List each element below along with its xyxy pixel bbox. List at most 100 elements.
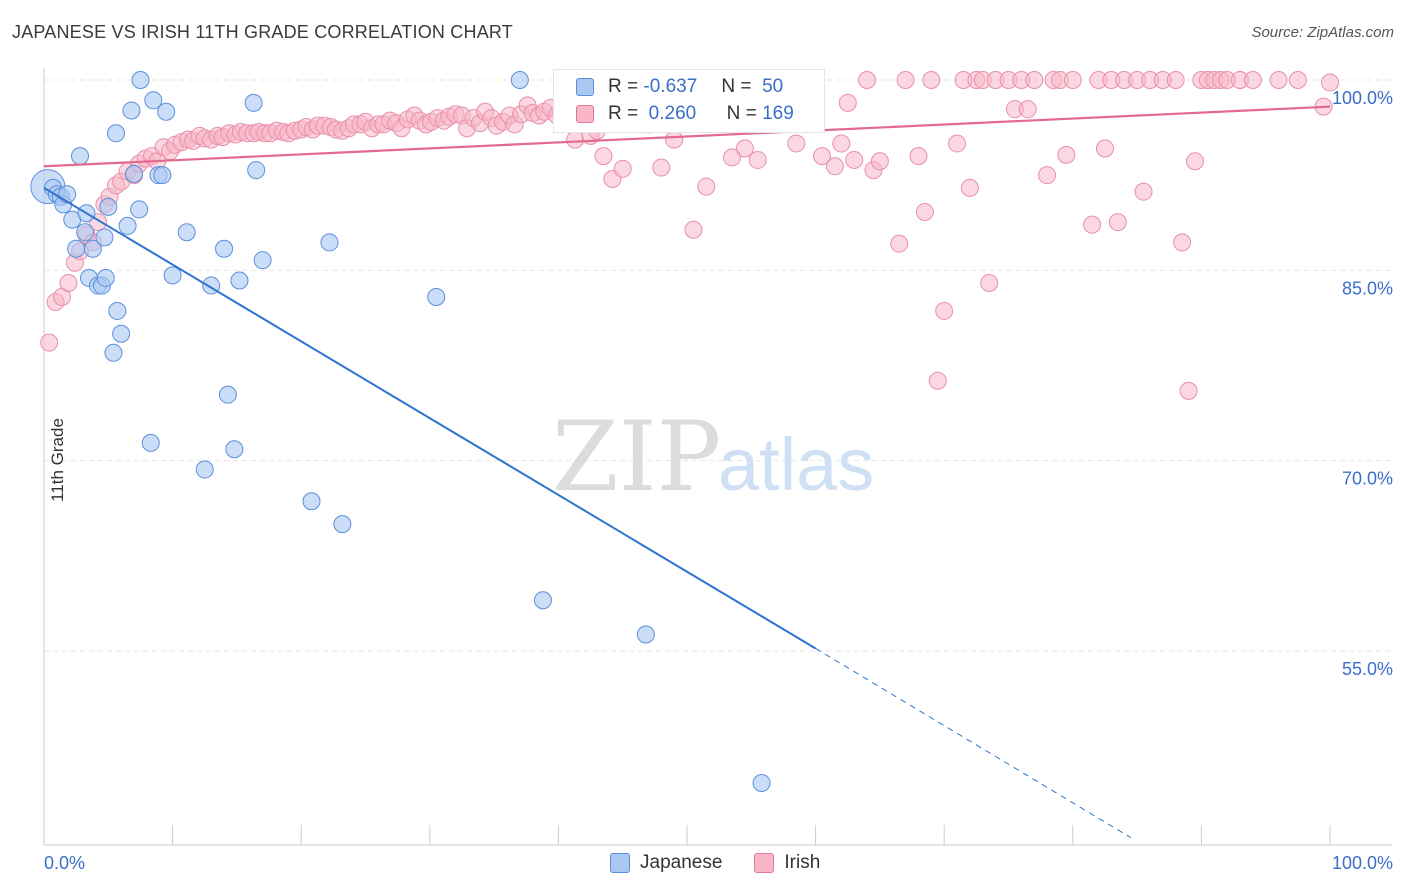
japanese-point xyxy=(215,239,234,258)
japanese-point xyxy=(125,164,144,183)
irish-point xyxy=(832,134,851,153)
japanese-swatch xyxy=(576,78,594,96)
irish-point xyxy=(40,333,59,352)
irish-point xyxy=(723,148,742,167)
japanese-point xyxy=(163,266,182,285)
japanese-trendline xyxy=(43,186,817,650)
irish-point xyxy=(1025,71,1044,89)
japanese-point xyxy=(99,197,118,216)
irish-point xyxy=(870,152,889,171)
tick-labels: 55.0% 70.0% 85.0% 100.0% 0.0% 100.0% xyxy=(44,88,1393,873)
legend-n-label: N = xyxy=(721,76,752,97)
japanese-point xyxy=(320,233,339,252)
irish-point xyxy=(748,150,767,169)
legend-n-label: N = xyxy=(726,103,757,124)
irish-point xyxy=(1321,73,1339,92)
source-note: Source: ZipAtlas.com xyxy=(1251,24,1394,41)
irish-point xyxy=(1134,182,1153,201)
y-tick-label: 70.0% xyxy=(1342,469,1393,489)
watermark-atlas: atlas xyxy=(718,423,874,506)
irish-point xyxy=(1018,100,1037,119)
japanese-point xyxy=(302,492,321,511)
japanese-point xyxy=(195,460,214,479)
japanese-point xyxy=(157,102,176,121)
japanese-point xyxy=(177,223,196,242)
japanese-point xyxy=(244,93,263,112)
japanese-point xyxy=(752,773,771,792)
japanese-series xyxy=(30,71,771,792)
irish-swatch xyxy=(576,105,594,123)
irish-point xyxy=(896,71,915,89)
legend-row-irish: R = 0.260 N = 169 xyxy=(576,102,794,126)
irish-point xyxy=(1038,166,1057,185)
y-tick-label: 85.0% xyxy=(1342,278,1393,298)
japanese-point xyxy=(427,287,446,306)
japanese-point xyxy=(67,239,86,258)
irish-point xyxy=(1108,213,1127,232)
x-tick-label: 0.0% xyxy=(44,853,85,873)
japanese-point xyxy=(130,200,149,219)
japanese-point xyxy=(104,343,123,362)
irish-point xyxy=(858,71,877,89)
irish-point xyxy=(1288,71,1307,89)
irish-point xyxy=(1269,71,1288,89)
irish-point xyxy=(928,371,947,390)
irish-point xyxy=(787,134,806,153)
japanese-point xyxy=(96,268,115,287)
japanese-legend-swatch xyxy=(610,853,630,873)
y-tick-label: 55.0% xyxy=(1342,659,1393,679)
irish-point xyxy=(684,220,703,239)
chart-title: JAPANESE VS IRISH 11TH GRADE CORRELATION… xyxy=(12,22,513,42)
irish-point xyxy=(1179,381,1198,400)
japanese-point xyxy=(58,185,77,204)
japanese-point xyxy=(122,101,141,120)
irish-trendline xyxy=(43,105,1331,168)
y-axis-label: 11th Grade xyxy=(47,418,67,502)
irish-legend-label: Irish xyxy=(784,852,821,873)
irish-point xyxy=(935,301,954,320)
irish-r-value: 0.260 xyxy=(648,103,697,124)
japanese-point xyxy=(247,161,266,180)
irish-point xyxy=(825,157,844,176)
japanese-point xyxy=(636,625,655,644)
irish-point xyxy=(697,177,716,196)
irish-point xyxy=(1166,71,1185,89)
japanese-point xyxy=(225,440,244,459)
stats-legend: R = -0.637 N = 50 R = 0.260 N = 169 xyxy=(553,69,825,133)
irish-point xyxy=(980,274,999,293)
irish-point xyxy=(915,202,934,221)
irish-legend-swatch xyxy=(754,853,775,873)
watermark: ZIP atlas xyxy=(552,401,874,513)
irish-point xyxy=(813,147,832,166)
irish-point xyxy=(948,134,967,153)
irish-point xyxy=(735,139,754,158)
japanese-point xyxy=(83,239,102,258)
irish-point xyxy=(890,234,909,253)
japanese-legend-label: Japanese xyxy=(640,852,723,873)
irish-point xyxy=(922,71,941,89)
japanese-point xyxy=(533,591,552,610)
irish-point xyxy=(1095,139,1114,158)
x-tick-label: 100.0% xyxy=(1332,853,1393,873)
irish-point xyxy=(845,150,864,169)
irish-point xyxy=(838,93,857,112)
japanese-n-value: 50 xyxy=(762,76,784,97)
japanese-point xyxy=(118,216,137,235)
japanese-point xyxy=(112,324,131,343)
irish-point xyxy=(613,159,632,178)
series-legend: Japanese Irish xyxy=(610,852,820,874)
japanese-point xyxy=(131,71,150,89)
irish-point xyxy=(960,178,979,197)
irish-point xyxy=(1185,152,1204,171)
japanese-point xyxy=(76,223,95,242)
japanese-point xyxy=(107,124,126,143)
japanese-point xyxy=(230,271,249,290)
japanese-point xyxy=(95,228,114,247)
irish-point xyxy=(59,274,78,293)
irish-n-value: 169 xyxy=(762,103,794,124)
japanese-trendline-extension xyxy=(815,648,1131,838)
japanese-point xyxy=(71,147,90,166)
legend-row-japanese: R = -0.637 N = 50 xyxy=(576,75,783,99)
irish-point xyxy=(1243,71,1262,89)
